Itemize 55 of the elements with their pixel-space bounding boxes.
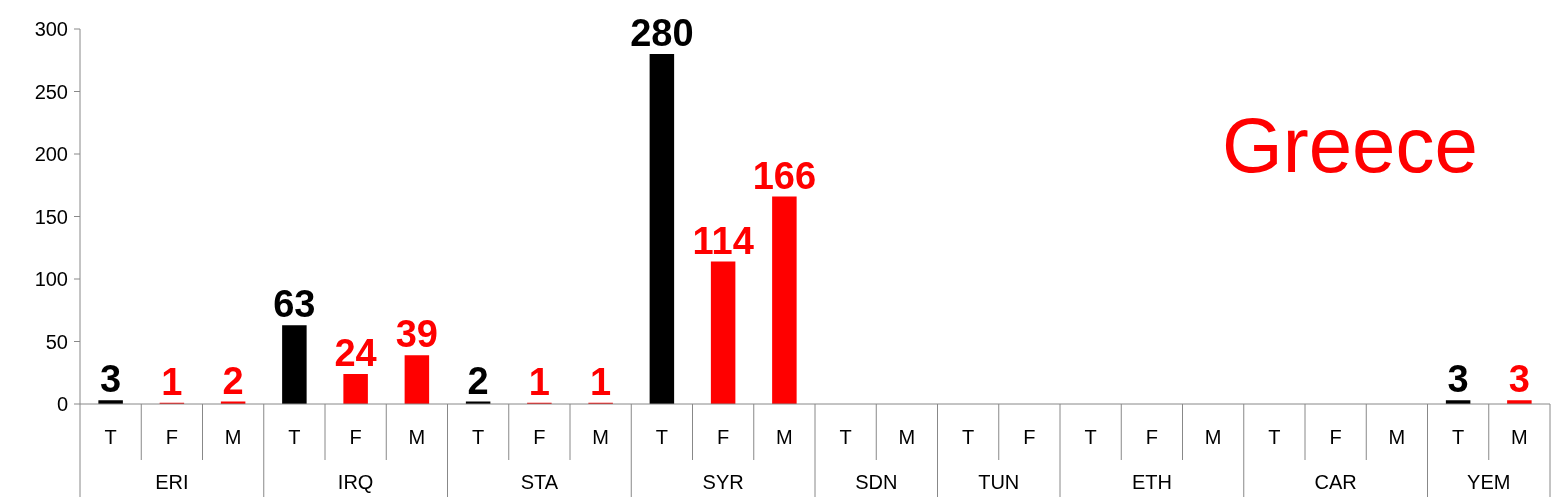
text: IRQ <box>337 471 374 493</box>
x-tick-label: F <box>533 426 546 448</box>
data-label: 2 <box>222 359 244 402</box>
data-label: 280 <box>630 12 694 54</box>
x-tick-label: M <box>1204 426 1222 448</box>
y-tick-label: 150 <box>34 205 68 228</box>
y-tick-label: 50 <box>45 330 68 353</box>
y-tick-label: 300 <box>34 18 68 40</box>
text: ETH <box>1131 471 1172 493</box>
data-label: 3 <box>100 358 122 401</box>
data-label: 1 <box>528 360 550 403</box>
x-tick-label: F <box>165 426 178 448</box>
x-tick-label: F <box>1023 426 1036 448</box>
data-label: 1 <box>590 360 612 403</box>
data-label: 3 <box>1508 358 1530 401</box>
x-tick-label: F <box>1145 426 1158 448</box>
text: CAR <box>1314 471 1357 493</box>
x-tick-label: T <box>104 426 117 448</box>
text: SDN <box>855 471 898 493</box>
y-tick-label: 0 <box>56 393 68 415</box>
x-tick-label: M <box>898 426 916 448</box>
x-tick-label: T <box>1268 426 1281 448</box>
data-label: 166 <box>752 154 817 197</box>
text: STA <box>520 471 559 493</box>
x-tick-label: T <box>472 426 485 448</box>
y-tick-label: 100 <box>34 268 68 290</box>
x-tick-label: M <box>224 426 242 448</box>
text: YEM <box>1467 471 1511 493</box>
y-tick-label: 200 <box>34 143 68 165</box>
x-tick-label: T <box>655 426 668 448</box>
data-label: 63 <box>273 283 316 326</box>
data-label: 3 <box>1447 358 1469 401</box>
text: Greece <box>1222 101 1478 189</box>
data-label: 1 <box>161 360 183 403</box>
x-tick-label: T <box>1084 426 1097 448</box>
x-tick-label: T <box>1452 426 1465 448</box>
x-tick-label: T <box>288 426 301 448</box>
text: SYR <box>702 471 744 493</box>
x-tick-label: M <box>408 426 426 448</box>
data-label: 39 <box>395 313 439 356</box>
data-label: 2 <box>467 359 489 402</box>
x-tick-label: T <box>839 426 852 448</box>
x-tick-label: M <box>592 426 609 448</box>
text: TUN <box>978 471 1020 493</box>
x-tick-label: M <box>1388 426 1406 448</box>
x-tick-label: T <box>962 426 975 448</box>
x-tick-label: F <box>1329 426 1342 448</box>
text: ERI <box>155 471 189 493</box>
x-tick-label: M <box>776 426 793 448</box>
y-tick-label: 250 <box>34 80 68 103</box>
x-tick-label: M <box>1511 426 1528 448</box>
data-label: 114 <box>692 219 754 262</box>
x-tick-label: F <box>349 426 362 448</box>
data-label: 24 <box>334 332 377 374</box>
x-tick-label: F <box>717 426 730 448</box>
